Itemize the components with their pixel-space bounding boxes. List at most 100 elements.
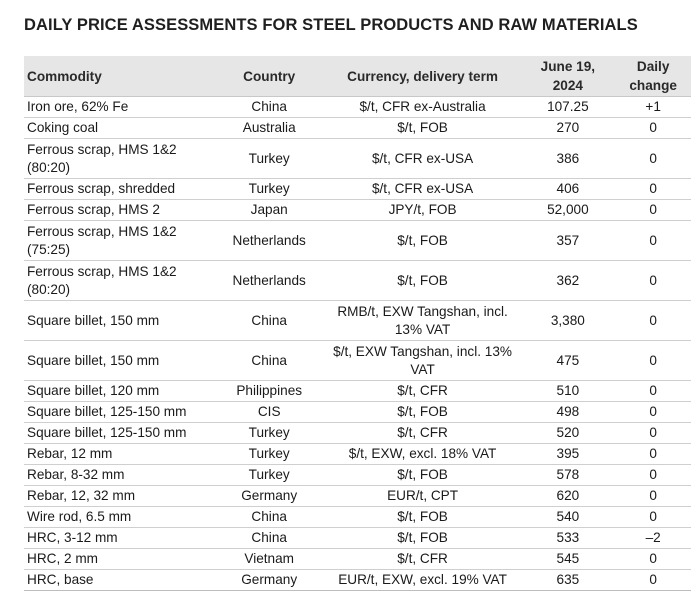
table-row: Ferrous scrap, HMS 1&2 (80:20) Netherlan…	[24, 260, 691, 301]
cell-commodity: Iron ore, 62% Fe	[24, 96, 214, 118]
table-row: Iron ore, 62% Fe China $/t, CFR ex-Austr…	[24, 96, 691, 118]
cell-country: Philippines	[213, 380, 325, 402]
cell-currency: $/t, FOB	[324, 401, 521, 423]
cell-change: 0	[615, 464, 691, 486]
cell-change: 0	[615, 506, 691, 528]
cell-country: Turkey	[213, 178, 325, 200]
cell-country: China	[213, 527, 325, 549]
cell-commodity: Square billet, 125-150 mm	[24, 422, 214, 444]
cell-country: Turkey	[213, 138, 325, 179]
table-row: Square billet, 125-150 mm CIS $/t, FOB 4…	[24, 401, 691, 423]
cell-commodity: Square billet, 125-150 mm	[24, 401, 214, 423]
cell-commodity: Square billet, 150 mm	[24, 340, 214, 381]
cell-currency: $/t, CFR ex-USA	[324, 138, 521, 179]
cell-change: 0	[615, 401, 691, 423]
cell-change: 0	[615, 548, 691, 570]
cell-country: China	[213, 506, 325, 528]
price-table: Commodity Country Currency, delivery ter…	[24, 56, 691, 591]
cell-change: 0	[615, 178, 691, 200]
cell-currency: $/t, CFR ex-USA	[324, 178, 521, 200]
table-row: Square billet, 150 mm China RMB/t, EXW T…	[24, 300, 691, 341]
cell-currency: JPY/t, FOB	[324, 199, 521, 221]
cell-change: 0	[615, 300, 691, 341]
header-date: June 19, 2024	[520, 56, 616, 97]
cell-change: 0	[615, 443, 691, 465]
header-commodity: Commodity	[24, 56, 214, 97]
table-row: Square billet, 120 mm Philippines $/t, C…	[24, 380, 691, 402]
cell-price: 520	[520, 422, 616, 444]
cell-price: 270	[520, 117, 616, 139]
cell-price: 475	[520, 340, 616, 381]
cell-currency: $/t, CFR ex-Australia	[324, 96, 521, 118]
header-row: Commodity Country Currency, delivery ter…	[24, 56, 691, 97]
cell-currency: $/t, CFR	[324, 548, 521, 570]
cell-change: 0	[615, 569, 691, 591]
cell-country: China	[213, 96, 325, 118]
cell-price: 533	[520, 527, 616, 549]
cell-currency: $/t, FOB	[324, 260, 521, 301]
cell-currency: $/t, FOB	[324, 220, 521, 261]
table-row: HRC, 3-12 mm China $/t, FOB 533 –2	[24, 527, 691, 549]
cell-change: 0	[615, 220, 691, 261]
cell-currency: RMB/t, EXW Tangshan, incl. 13% VAT	[324, 300, 521, 341]
cell-change: 0	[615, 340, 691, 381]
cell-country: CIS	[213, 401, 325, 423]
cell-currency: $/t, CFR	[324, 422, 521, 444]
cell-price: 3,380	[520, 300, 616, 341]
cell-country: Turkey	[213, 443, 325, 465]
cell-price: 406	[520, 178, 616, 200]
cell-commodity: Ferrous scrap, HMS 1&2 (80:20)	[24, 138, 214, 179]
cell-change: 0	[615, 380, 691, 402]
cell-commodity: Ferrous scrap, shredded	[24, 178, 214, 200]
cell-price: 545	[520, 548, 616, 570]
cell-commodity: Ferrous scrap, HMS 2	[24, 199, 214, 221]
table-row: Ferrous scrap, HMS 1&2 (80:20) Turkey $/…	[24, 138, 691, 179]
cell-currency: $/t, FOB	[324, 527, 521, 549]
cell-country: Vietnam	[213, 548, 325, 570]
header-change-line2: change	[629, 78, 677, 93]
table-row: HRC, 2 mm Vietnam $/t, CFR 545 0	[24, 548, 691, 570]
cell-country: Australia	[213, 117, 325, 139]
cell-country: China	[213, 340, 325, 381]
table-row: Square billet, 125-150 mm Turkey $/t, CF…	[24, 422, 691, 444]
cell-price: 635	[520, 569, 616, 591]
cell-country: Netherlands	[213, 220, 325, 261]
cell-commodity: Rebar, 12 mm	[24, 443, 214, 465]
cell-country: Turkey	[213, 464, 325, 486]
table-row: HRC, base Germany EUR/t, EXW, excl. 19% …	[24, 569, 691, 591]
cell-country: Turkey	[213, 422, 325, 444]
cell-price: 620	[520, 485, 616, 507]
cell-currency: $/t, EXW Tangshan, incl. 13% VAT	[324, 340, 521, 381]
cell-price: 578	[520, 464, 616, 486]
cell-country: Netherlands	[213, 260, 325, 301]
table-row: Ferrous scrap, HMS 1&2 (75:25) Netherlan…	[24, 220, 691, 261]
table-row: Rebar, 8-32 mm Turkey $/t, FOB 578 0	[24, 464, 691, 486]
cell-currency: EUR/t, CPT	[324, 485, 521, 507]
table-body: Iron ore, 62% Fe China $/t, CFR ex-Austr…	[24, 96, 691, 591]
table-row: Square billet, 150 mm China $/t, EXW Tan…	[24, 340, 691, 381]
cell-change: 0	[615, 422, 691, 444]
cell-change: 0	[615, 260, 691, 301]
table-row: Rebar, 12, 32 mm Germany EUR/t, CPT 620 …	[24, 485, 691, 507]
page-title: DAILY PRICE ASSESSMENTS FOR STEEL PRODUC…	[24, 16, 638, 34]
table-header: Commodity Country Currency, delivery ter…	[24, 56, 691, 97]
cell-currency: EUR/t, EXW, excl. 19% VAT	[324, 569, 521, 591]
cell-commodity: Ferrous scrap, HMS 1&2 (80:20)	[24, 260, 214, 301]
cell-change: +1	[615, 96, 691, 118]
cell-commodity: Square billet, 120 mm	[24, 380, 214, 402]
header-currency: Currency, delivery term	[324, 56, 521, 97]
cell-country: Germany	[213, 485, 325, 507]
cell-price: 386	[520, 138, 616, 179]
cell-commodity: Rebar, 8-32 mm	[24, 464, 214, 486]
cell-commodity: HRC, base	[24, 569, 214, 591]
header-change: Daily change	[615, 56, 691, 97]
cell-change: 0	[615, 199, 691, 221]
cell-currency: $/t, FOB	[324, 506, 521, 528]
cell-country: China	[213, 300, 325, 341]
cell-price: 395	[520, 443, 616, 465]
cell-price: 510	[520, 380, 616, 402]
cell-commodity: Rebar, 12, 32 mm	[24, 485, 214, 507]
header-change-line1: Daily	[636, 59, 670, 74]
cell-price: 107.25	[520, 96, 616, 118]
